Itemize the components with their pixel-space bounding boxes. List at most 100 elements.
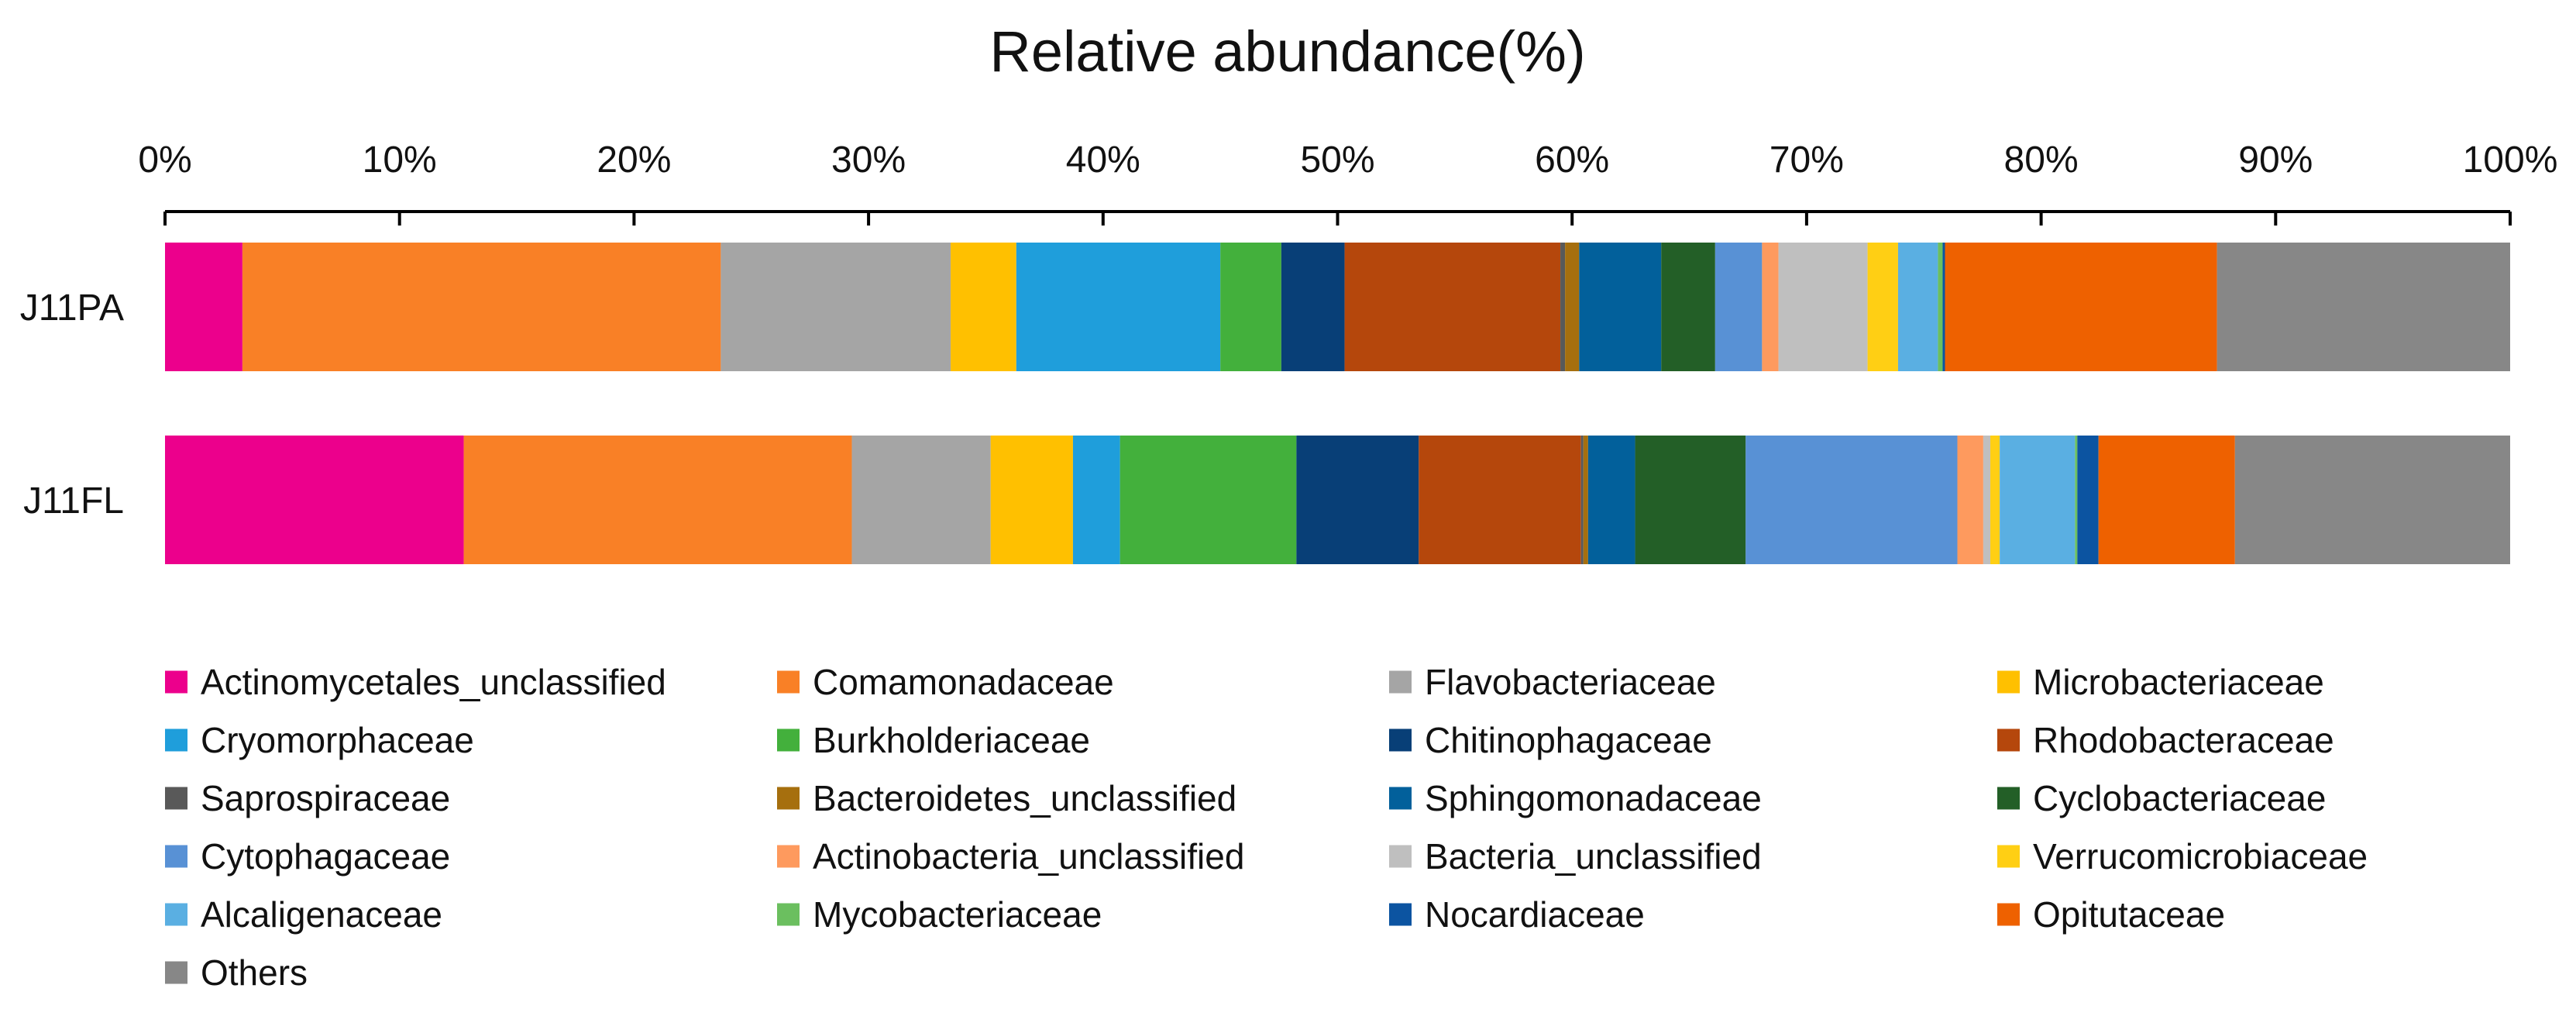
bar-segment [951,243,1016,371]
legend-swatch [777,845,800,868]
legend-label: Cryomorphaceae [201,720,474,760]
legend-label: Nocardiaceae [1425,894,1645,935]
bar-segment [2077,436,2099,564]
legend-swatch [777,787,800,810]
bar-segment [1296,436,1419,564]
legend-label: Actinomycetales_unclassified [201,662,666,702]
x-tick-label: 10% [363,139,437,181]
bar-segment [721,243,951,371]
bar-segment [1635,436,1746,564]
legend-swatch [1997,845,2020,868]
legend-label: Sphingomonadaceae [1425,778,1762,818]
legend-swatch [165,845,187,868]
legend-swatch [1389,787,1412,810]
bar-segment [1583,436,1588,564]
legend-swatch [165,961,187,984]
legend-label: Actinobacteria_unclassified [813,836,1244,877]
bar-segment [1897,243,1938,371]
legend-swatch [777,728,800,752]
legend-label: Verrucomicrobiaceae [2033,836,2368,877]
x-axis: 0% 10% 20% 30% 40% 50% 60% 70% 80% 90% 100% [138,139,2557,226]
bar-segment [1745,436,1958,564]
legend-swatch [1997,728,2020,752]
bar-segment [2217,243,2510,371]
bar-segment [2075,436,2078,564]
bar-segment [1220,243,1281,371]
x-tick-label: 60% [1535,139,1609,181]
category-label: J11PA [20,288,124,329]
legend-label: Others [201,952,308,993]
legend-label: Bacteroidetes_unclassified [813,778,1236,818]
legend-label: Burkholderiaceae [813,720,1090,760]
bar-segment [851,436,991,564]
x-tick-label: 40% [1066,139,1140,181]
x-tick-label: 70% [1769,139,1844,181]
bar-segment [1762,243,1779,371]
bar-segment [1714,243,1763,371]
legend-swatch [1997,787,2020,810]
x-tick-label: 90% [2238,139,2313,181]
legend-swatch [1997,903,2020,926]
legend-swatch [777,903,800,926]
legend-label: Mycobacteriaceae [813,894,1102,935]
legend-swatch [1389,670,1412,694]
bars [165,243,2510,564]
bar-segment [990,436,1073,564]
bar-segment [1957,436,1983,564]
bar-segment [2000,436,2076,564]
bar-segment [1344,243,1561,371]
bar-segment [1560,243,1566,371]
category-label: J11FL [23,480,124,522]
bar-segment [1778,243,1868,371]
legend-swatch [1389,845,1412,868]
legend-label: Microbacteriaceae [2033,662,2324,702]
x-tick-label: 0% [138,139,191,181]
bar-segment [1983,436,1991,564]
legend-label: Rhodobacteraceae [2033,720,2334,760]
bar-segment [2234,436,2510,564]
legend-swatch [165,728,187,752]
x-tick-label: 80% [2004,139,2079,181]
bar-segment [1119,436,1297,564]
legend-label: Opitutaceae [2033,894,2225,935]
bar-segment [165,243,242,371]
x-tick-label: 100% [2463,139,2558,181]
legend-swatch [1389,903,1412,926]
bar-segment [1565,243,1580,371]
legend-label: Bacteria_unclassified [1425,836,1762,877]
legend-label: Saprospiraceae [201,778,450,818]
bar-segment [1945,243,2217,371]
bar-segment [165,436,464,564]
legend-label: Cyclobacteriaceae [2033,778,2326,818]
legend-swatch [1389,728,1412,752]
bar-segment [1072,436,1120,564]
legend-label: Comamonadaceae [813,662,1114,702]
bar-segment [463,436,852,564]
bar-segment [1661,243,1715,371]
chart-title: Relative abundance(%) [989,19,1585,84]
legend-swatch [165,787,187,810]
legend-label: Flavobacteriaceae [1425,662,1716,702]
bar-segment [1579,243,1662,371]
bar-segment [1990,436,2000,564]
category-labels: J11PA J11FL [20,288,124,522]
legend-swatch [777,670,800,694]
bar-segment [242,243,721,371]
x-tick-label: 30% [831,139,906,181]
bar-segment [1587,436,1635,564]
x-tick-label: 50% [1300,139,1374,181]
legend-label: Cytophagaceae [201,836,450,877]
legend-swatch [165,903,187,926]
legend-label: Chitinophagaceae [1425,720,1712,760]
bar-segment [1016,243,1221,371]
bar-segment [1867,243,1898,371]
bar-segment [1281,243,1345,371]
legend-label: Alcaligenaceae [201,894,442,935]
bar-segment [1419,436,1581,564]
bar-segment [1942,243,1945,371]
legend-swatch [165,670,187,694]
legend-swatch [1997,670,2020,694]
x-tick-label: 20% [597,139,671,181]
